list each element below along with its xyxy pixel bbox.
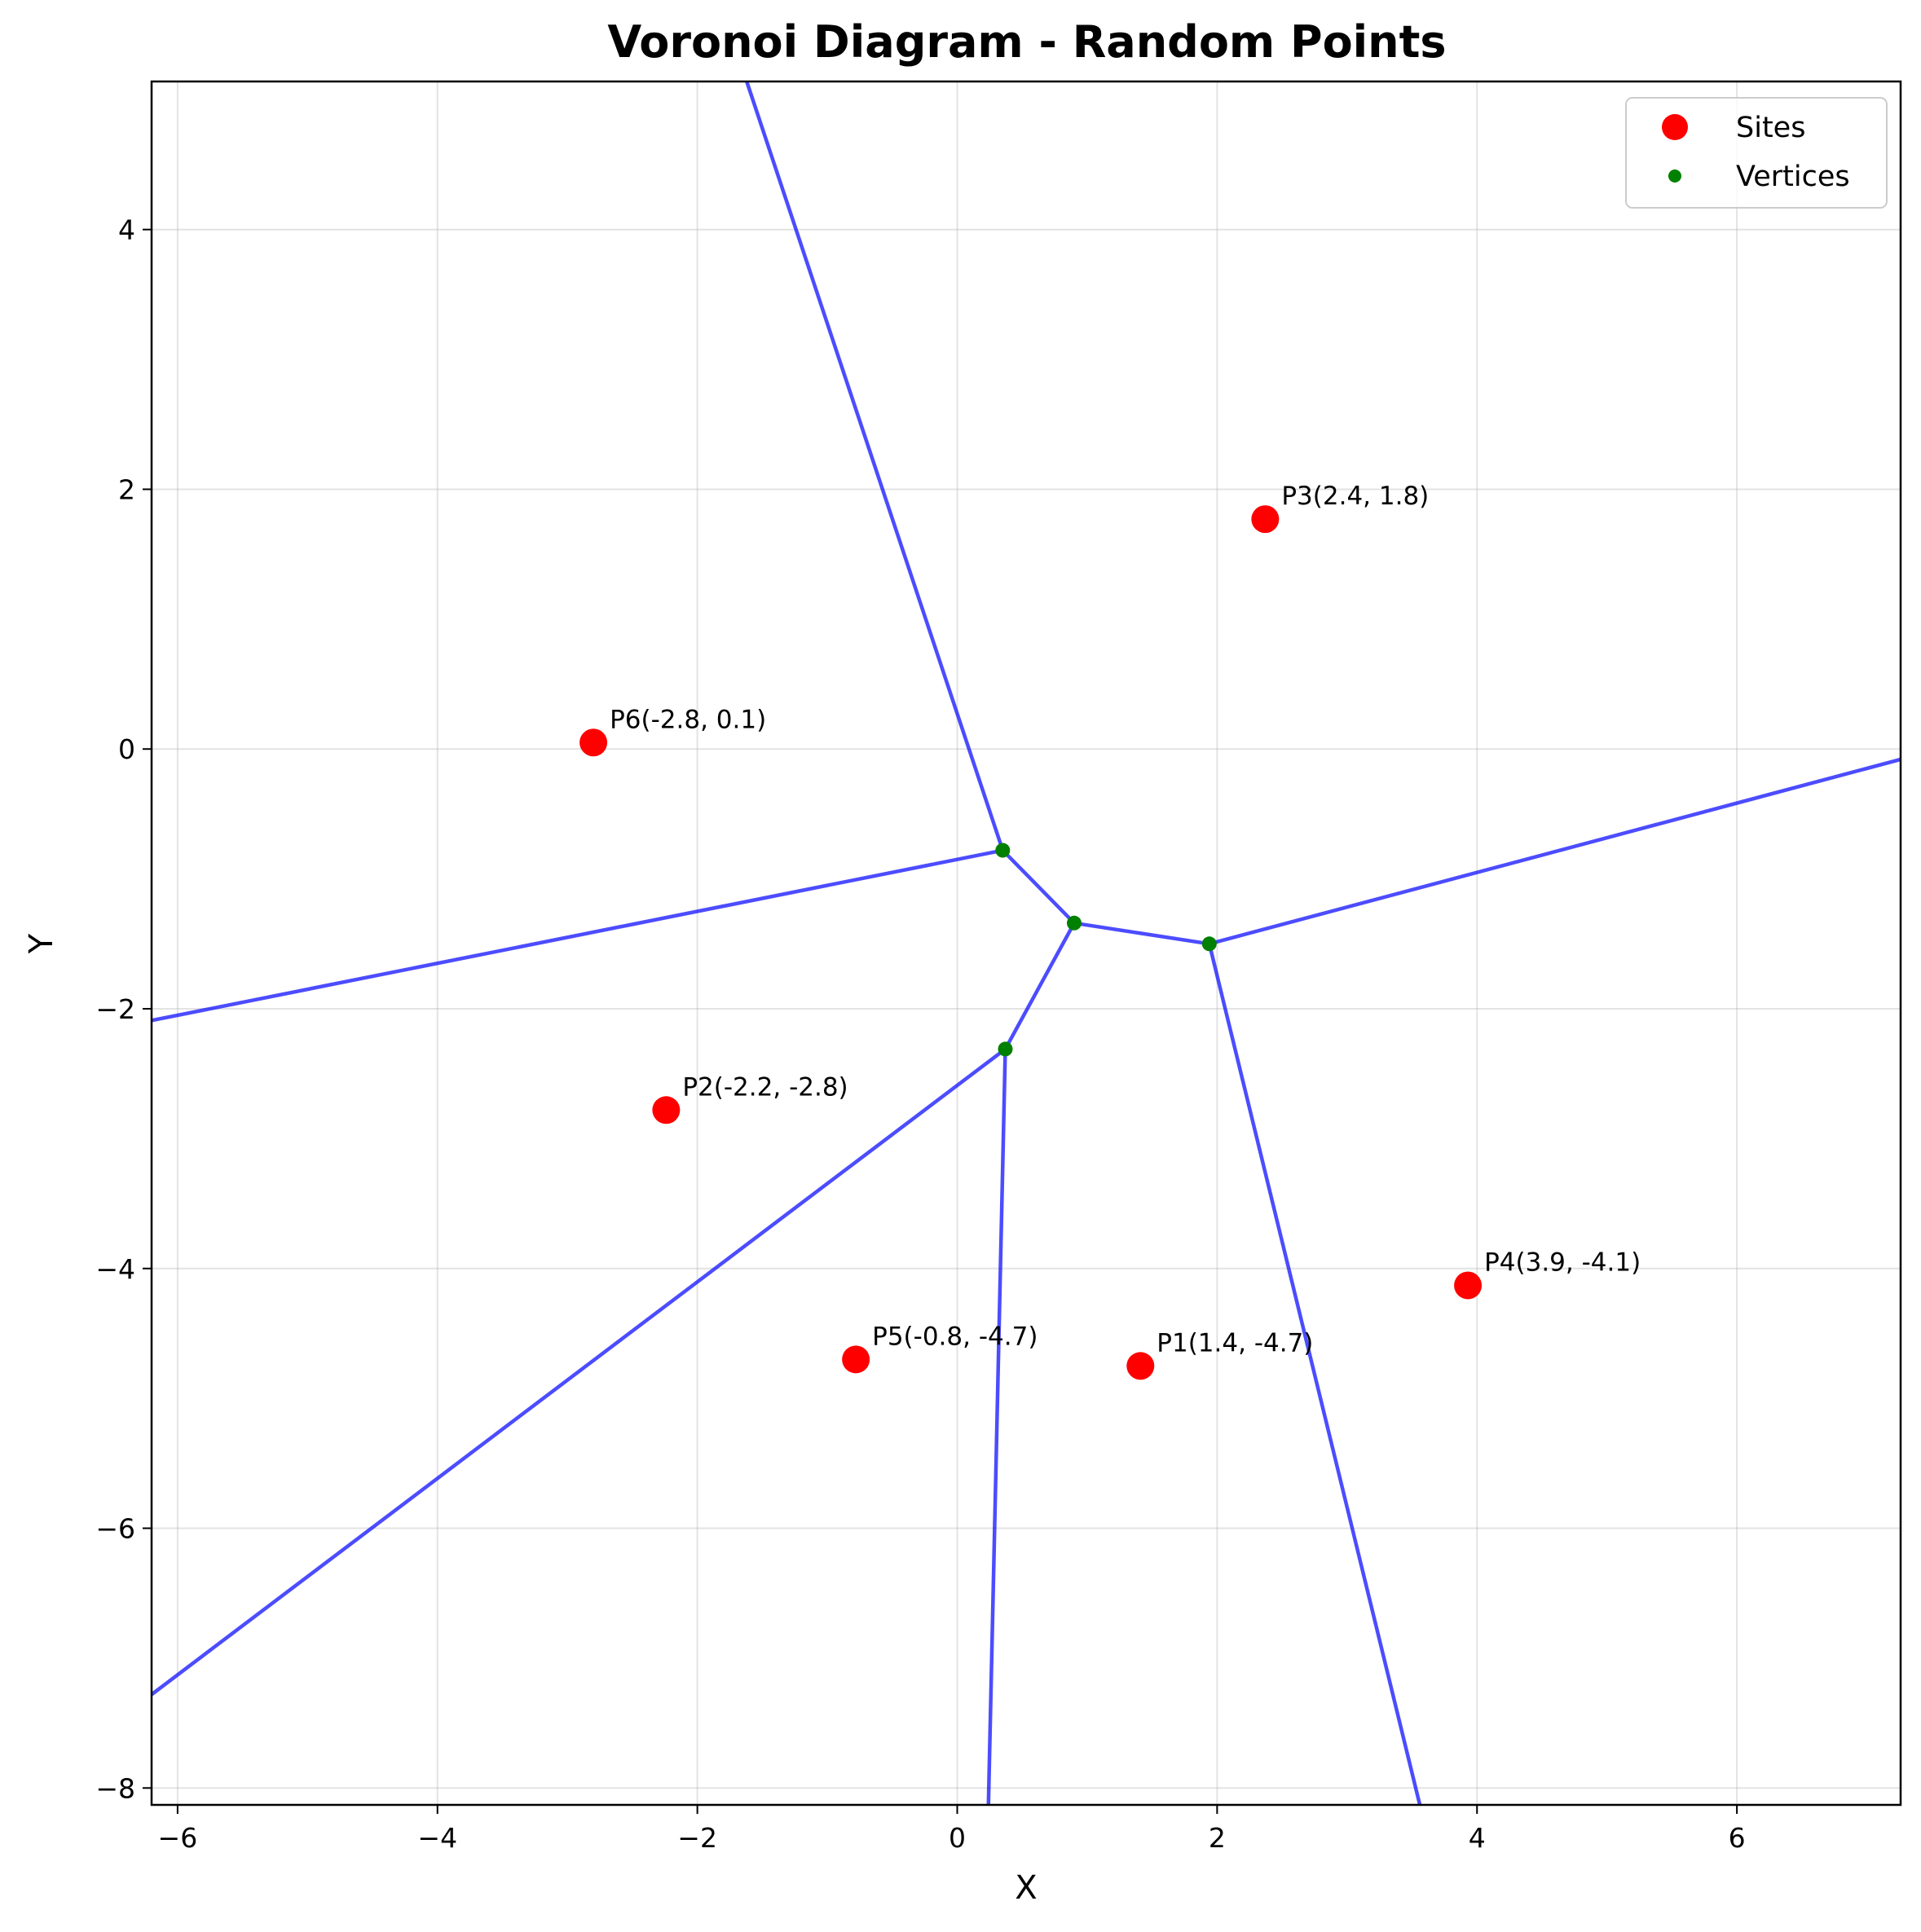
- site-label: P2(-2.2, -2.8): [682, 1072, 848, 1102]
- voronoi-vertex: [1066, 915, 1082, 931]
- site-point: [1251, 505, 1280, 534]
- y-tick-label: −6: [95, 1513, 135, 1545]
- site-point: [579, 728, 608, 757]
- y-axis-label: Y: [23, 933, 60, 954]
- voronoi-vertex: [995, 843, 1011, 858]
- voronoi-edge: [986, 1049, 1007, 1806]
- x-tick-label: 4: [1469, 1822, 1486, 1854]
- x-tick-label: −2: [677, 1822, 717, 1854]
- voronoi-edge: [151, 848, 1003, 1023]
- y-tick-label: 2: [118, 473, 135, 505]
- site-label: P6(-2.8, 0.1): [610, 705, 766, 734]
- legend-sites-label: Sites: [1736, 112, 1805, 144]
- legend-vertices-label: Vertices: [1736, 161, 1850, 193]
- voronoi-edge: [1001, 848, 1076, 925]
- x-tick-label: −6: [158, 1822, 198, 1854]
- voronoi-edges: [150, 81, 1901, 1806]
- site-label: P5(-0.8, -4.7): [872, 1322, 1038, 1351]
- voronoi-vertices: [995, 843, 1217, 1057]
- x-tick-label: 0: [949, 1822, 966, 1854]
- y-tick-label: −2: [95, 993, 135, 1025]
- voronoi-edge: [150, 1047, 1007, 1697]
- site-point: [1454, 1271, 1483, 1300]
- site-annotations: P1(1.4, -4.7) P2(-2.2, -2.8) P3(2.4, 1.8) P…: [610, 482, 1641, 1358]
- y-tick-label: 4: [118, 214, 135, 246]
- legend-vertices-marker: [1668, 169, 1681, 183]
- site-point: [842, 1345, 870, 1374]
- x-tick-label: 2: [1209, 1822, 1226, 1854]
- plot-frame: [150, 80, 1902, 1807]
- voronoi-vertex: [998, 1041, 1013, 1057]
- x-tick-label: −4: [417, 1822, 457, 1854]
- site-label: P3(2.4, 1.8): [1281, 482, 1429, 511]
- y-tick-label: 0: [118, 733, 135, 765]
- site-point: [1126, 1352, 1155, 1380]
- y-tick-label: −4: [95, 1253, 135, 1285]
- x-axis-label: X: [1015, 1869, 1037, 1907]
- voronoi-sites: [579, 505, 1483, 1380]
- voronoi-edge: [1209, 757, 1901, 946]
- voronoi-edge: [1073, 921, 1210, 946]
- voronoi-edge: [1003, 922, 1076, 1050]
- site-point: [652, 1096, 681, 1124]
- site-label: P1(1.4, -4.7): [1157, 1328, 1313, 1358]
- voronoi-vertex: [1201, 936, 1217, 952]
- voronoi-edge: [745, 81, 1005, 852]
- y-tick-label: −8: [95, 1772, 135, 1804]
- x-tick-label: 6: [1729, 1822, 1746, 1854]
- site-label: P4(3.9, -4.1): [1484, 1248, 1641, 1277]
- legend-box: [1625, 97, 1888, 209]
- legend: Sites Vertices: [1625, 97, 1888, 209]
- chart-title: Voronoi Diagram - Random Points: [607, 16, 1446, 68]
- legend-sites-marker: [1662, 114, 1688, 140]
- axis-ticks: −6 −4 −2 0 2 4 6 −8 −6 −4 −2 0 2 4: [95, 214, 1745, 1854]
- voronoi-edge: [1207, 943, 1422, 1806]
